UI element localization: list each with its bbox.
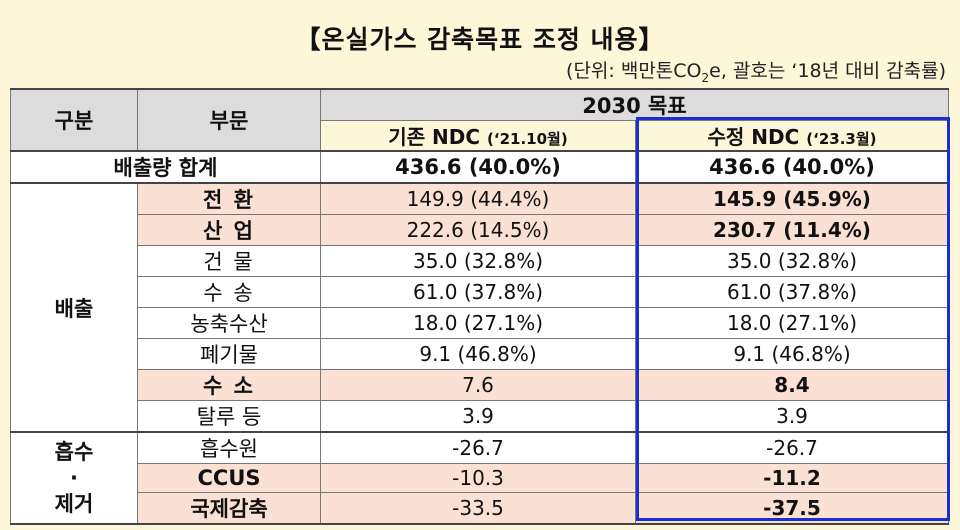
row-sector: 농축수산 bbox=[137, 307, 321, 339]
row-sector: 수 소 bbox=[137, 369, 321, 401]
group-absorption-line2: 제거 bbox=[54, 492, 94, 516]
row-existing: -26.7 bbox=[320, 431, 636, 464]
row-revised: 35.0 (32.8%) bbox=[635, 245, 949, 277]
row-existing: -33.5 bbox=[320, 492, 636, 525]
table-row: 흡수 · 제거 흡수원 -26.7 -26.7 bbox=[10, 431, 949, 525]
unit-suffix: e, 괄호는 ‘18년 대비 감축률) bbox=[709, 60, 946, 82]
row-revised: 145.9 (45.9%) bbox=[635, 182, 949, 215]
table-row: 배출 전 환 149.9 (44.4%) 145.9 (45.9%) bbox=[10, 182, 949, 433]
table-row: CCUS -10.3 -11.2 bbox=[11, 463, 949, 493]
row-sector: 국제감축 bbox=[137, 492, 321, 525]
row-existing: -10.3 bbox=[320, 463, 636, 493]
row-revised: 61.0 (37.8%) bbox=[635, 276, 949, 308]
row-existing: 3.9 bbox=[320, 400, 636, 433]
total-row: 배출량 합계 436.6 (40.0%) 436.6 (40.0%) bbox=[10, 150, 949, 184]
row-existing: 61.0 (37.8%) bbox=[320, 276, 636, 308]
header-existing-ndc: 기존 NDC (‘21.10월) bbox=[320, 120, 636, 152]
row-existing: 18.0 (27.1%) bbox=[320, 307, 636, 339]
ndc-table: 구분 부문 2030 목표 기존 NDC (‘21.10월) 수정 NDC (‘… bbox=[10, 88, 949, 525]
table-row: 국제감축 -33.5 -37.5 bbox=[11, 492, 949, 525]
row-existing: 7.6 bbox=[320, 369, 636, 401]
unit-note: (단위: 백만톤CO2e, 괄호는 ‘18년 대비 감축률) bbox=[566, 56, 946, 85]
row-sector: 흡수원 bbox=[137, 431, 321, 464]
header-row-2: 기존 NDC (‘21.10월) 수정 NDC (‘23.3월) bbox=[11, 120, 949, 152]
table-row: 건 물 35.0 (32.8%) 35.0 (32.8%) bbox=[11, 245, 949, 277]
header-existing-date: (‘21.10월) bbox=[487, 130, 568, 148]
row-revised: 230.7 (11.4%) bbox=[635, 214, 949, 246]
group-absorption-dot: · bbox=[70, 466, 78, 490]
row-revised: -26.7 bbox=[635, 431, 949, 464]
row-existing: 222.6 (14.5%) bbox=[320, 214, 636, 246]
header-revised-label: 수정 NDC bbox=[707, 125, 807, 149]
row-sector: 수 송 bbox=[137, 276, 321, 308]
row-revised: 8.4 bbox=[635, 369, 949, 401]
total-existing: 436.6 (40.0%) bbox=[320, 150, 636, 184]
row-existing: 149.9 (44.4%) bbox=[320, 182, 636, 215]
row-revised: 3.9 bbox=[635, 400, 949, 433]
table-row: 탈루 등 3.9 3.9 bbox=[11, 400, 949, 433]
row-existing: 9.1 (46.8%) bbox=[320, 338, 636, 370]
group-absorption: 흡수 · 제거 bbox=[10, 431, 138, 525]
row-revised: 9.1 (46.8%) bbox=[635, 338, 949, 370]
row-sector: 폐기물 bbox=[137, 338, 321, 370]
row-sector: CCUS bbox=[137, 463, 321, 493]
header-existing-label: 기존 NDC bbox=[388, 125, 488, 149]
group-emission: 배출 bbox=[10, 182, 138, 433]
header-sector: 부문 bbox=[137, 88, 321, 152]
row-sector: 건 물 bbox=[137, 245, 321, 277]
unit-prefix: (단위: 백만톤CO bbox=[566, 60, 702, 82]
table-row: 농축수산 18.0 (27.1%) 18.0 (27.1%) bbox=[11, 307, 949, 339]
row-revised: -11.2 bbox=[635, 463, 949, 493]
row-revised: 18.0 (27.1%) bbox=[635, 307, 949, 339]
page-title: 【온실가스 감축목표 조정 내용】 bbox=[295, 25, 665, 54]
total-revised: 436.6 (40.0%) bbox=[635, 150, 949, 184]
row-existing: 35.0 (32.8%) bbox=[320, 245, 636, 277]
header-row-1: 구분 부문 2030 목표 bbox=[10, 88, 949, 152]
unit-subscript: 2 bbox=[701, 70, 710, 85]
header-revised-date: (‘23.3월) bbox=[806, 130, 877, 148]
row-sector: 탈루 등 bbox=[137, 400, 321, 433]
header-category: 구분 bbox=[10, 88, 138, 152]
table-row: 수 송 61.0 (37.8%) 61.0 (37.8%) bbox=[11, 276, 949, 308]
header-target: 2030 목표 bbox=[320, 88, 949, 121]
group-absorption-line1: 흡수 bbox=[54, 440, 94, 464]
table-row: 수 소 7.6 8.4 bbox=[11, 369, 949, 401]
row-sector: 전 환 bbox=[137, 182, 321, 215]
table-row: 산 업 222.6 (14.5%) 230.7 (11.4%) bbox=[11, 214, 949, 246]
header-revised-ndc: 수정 NDC (‘23.3월) bbox=[635, 120, 949, 152]
table-row: 폐기물 9.1 (46.8%) 9.1 (46.8%) bbox=[11, 338, 949, 370]
total-label: 배출량 합계 bbox=[10, 150, 321, 184]
row-revised: -37.5 bbox=[635, 492, 949, 525]
row-sector: 산 업 bbox=[137, 214, 321, 246]
